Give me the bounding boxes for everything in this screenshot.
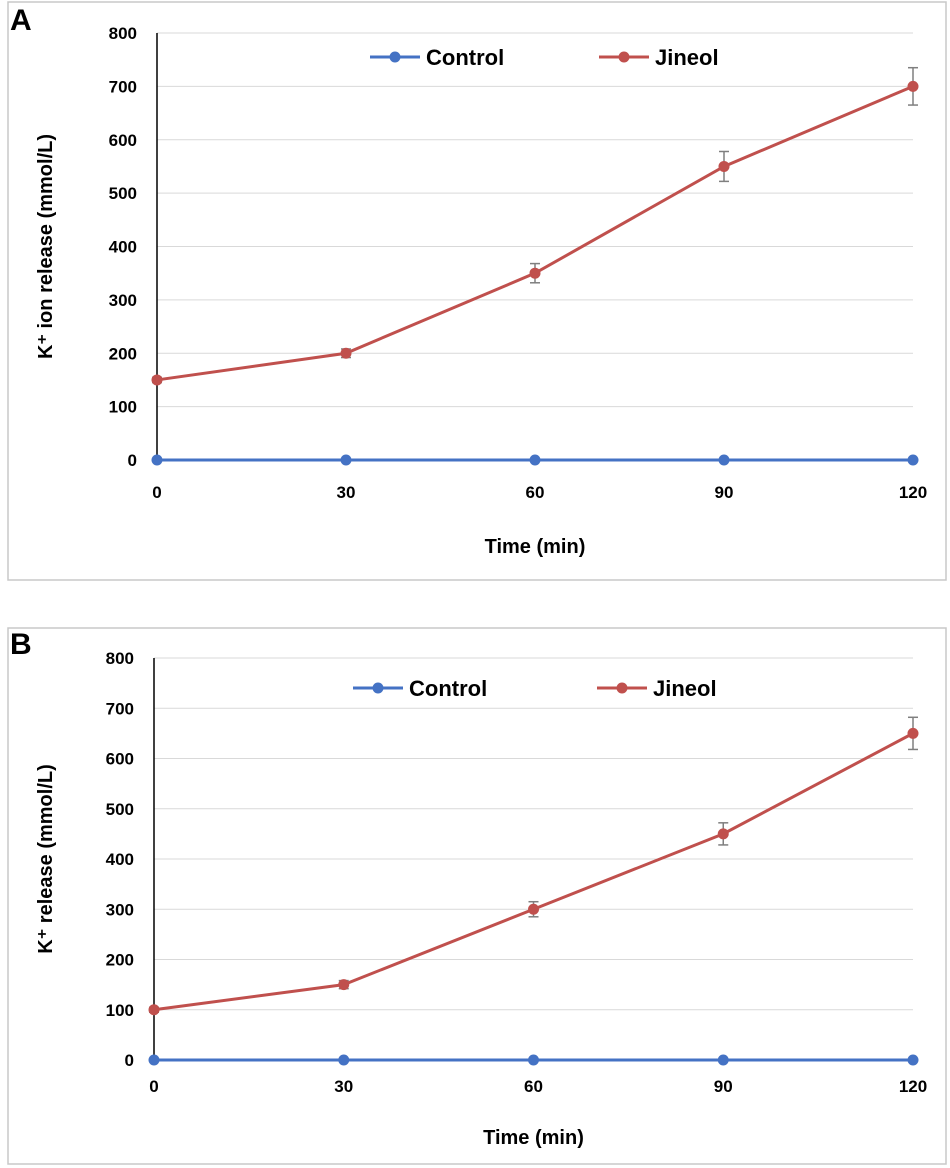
x-tick-label: 90 <box>715 483 734 502</box>
x-tick-label: 60 <box>524 1077 543 1096</box>
jineol-data-point <box>718 160 730 172</box>
legend-control-marker <box>372 682 384 694</box>
y-tick-label: 200 <box>106 951 134 970</box>
jineol-data-point <box>907 727 919 739</box>
y-tick-label: 600 <box>106 750 134 769</box>
legend-jineol-marker <box>616 682 628 694</box>
y-tick-label: 500 <box>106 800 134 819</box>
control-data-point <box>718 454 730 466</box>
x-tick-label: 120 <box>899 483 927 502</box>
control-data-point <box>151 454 163 466</box>
legend-jineol-marker <box>618 51 630 63</box>
y-tick-label: 800 <box>106 649 134 668</box>
panel-label-b: B <box>10 628 32 661</box>
x-tick-label: 60 <box>526 483 545 502</box>
control-data-point <box>340 454 352 466</box>
jineol-data-point <box>340 347 352 359</box>
control-data-point <box>907 454 919 466</box>
y-tick-label: 100 <box>106 1001 134 1020</box>
legend-jineol-label: Jineol <box>653 676 717 701</box>
y-axis-label: K⁺ ion release (mmol/L) <box>35 134 57 359</box>
legend-control-label: Control <box>426 45 504 70</box>
chart-panel-b: B 0 100 200 300 400 500 600 700 800 0 30 60 90 120 Tim… <box>0 614 950 1168</box>
x-tick-label: 0 <box>152 483 161 502</box>
control-data-point <box>338 1054 350 1066</box>
jineol-data-point <box>529 267 541 279</box>
y-tick-label: 300 <box>109 291 137 310</box>
control-data-point <box>717 1054 729 1066</box>
y-tick-label: 200 <box>109 344 137 363</box>
jineol-data-point <box>151 374 163 386</box>
legend-control-label: Control <box>409 676 487 701</box>
y-tick-label: 0 <box>125 1051 134 1070</box>
y-axis-label: K⁺ release (mmol/L) <box>35 764 57 954</box>
y-tick-label: 600 <box>109 131 137 150</box>
y-tick-label: 500 <box>109 184 137 203</box>
y-tick-label: 0 <box>128 451 137 470</box>
x-tick-label: 120 <box>899 1077 927 1096</box>
jineol-data-point <box>717 828 729 840</box>
x-tick-label: 90 <box>714 1077 733 1096</box>
x-axis-label: Time (min) <box>485 536 586 558</box>
jineol-data-point <box>528 903 539 915</box>
control-data-point <box>529 454 541 466</box>
y-tick-label: 700 <box>106 699 134 718</box>
y-tick-label: 700 <box>109 77 137 96</box>
chart-a-svg: A 0 100 200 300 400 500 600 700 800 0 30 60 90 120 Tim… <box>7 1 947 581</box>
y-tick-label: 300 <box>106 900 134 919</box>
chart-panel-a: A 0 100 200 300 400 500 600 700 800 0 30 60 90 120 Tim… <box>0 0 950 582</box>
jineol-data-point <box>148 1004 160 1016</box>
chart-b-svg: B 0 100 200 300 400 500 600 700 800 0 30 60 90 120 Tim… <box>7 627 947 1165</box>
control-data-point <box>907 1054 919 1066</box>
control-data-point <box>528 1054 539 1066</box>
chart-a-frame <box>7 1 947 581</box>
control-data-point <box>148 1054 160 1066</box>
chart-b-frame <box>7 627 947 1165</box>
y-tick-label: 800 <box>109 24 137 43</box>
y-tick-label: 400 <box>106 850 134 869</box>
jineol-data-point <box>907 80 919 92</box>
x-tick-label: 30 <box>334 1077 353 1096</box>
x-tick-label: 30 <box>337 483 356 502</box>
y-tick-label: 400 <box>109 238 137 257</box>
legend-control-marker <box>389 51 401 63</box>
x-tick-label: 0 <box>149 1077 158 1096</box>
jineol-data-point <box>338 979 350 991</box>
legend-jineol-label: Jineol <box>655 45 719 70</box>
panel-label-a: A <box>10 4 32 37</box>
x-axis-label: Time (min) <box>483 1127 584 1149</box>
y-tick-label: 100 <box>109 398 137 417</box>
